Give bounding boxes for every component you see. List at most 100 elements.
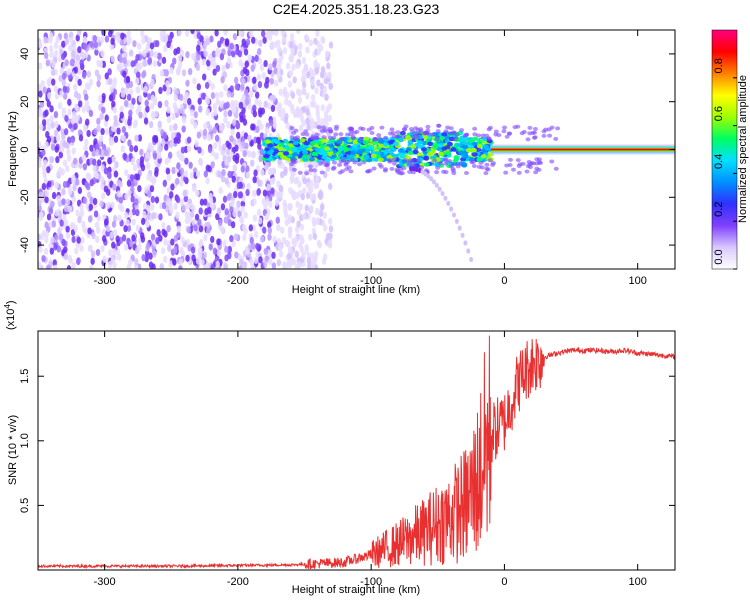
spectrogram-noise-cell: [185, 30, 190, 37]
spectrogram-noise-cell: [186, 226, 192, 234]
spectrogram-noise-cell: [78, 134, 84, 142]
spectrogram-noise-cell: [120, 134, 125, 142]
spectrogram-noise-cell: [96, 80, 101, 88]
spectrogram-noise-cell: [298, 241, 303, 249]
spectrogram-noise-cell: [85, 118, 90, 126]
spectrogram-sideband-cell: [316, 125, 322, 130]
spectrogram-noise-cell: [143, 85, 148, 94]
x-tick-label: 100: [629, 275, 647, 287]
spectrogram-signal-cell: [349, 147, 356, 152]
spectrogram-signal-cell: [292, 140, 299, 146]
spectrogram-sideband-cell: [303, 129, 309, 134]
spectrogram-noise-cell: [315, 104, 320, 112]
spectrogram-sideband-cell: [443, 161, 449, 166]
spectrogram-signal-cell: [346, 154, 353, 160]
spectrogram-noise-cell: [49, 105, 54, 113]
spectrogram-noise-cell: [223, 110, 228, 118]
spectrogram-sideband-cell: [358, 126, 364, 131]
spectrogram-noise-cell: [215, 64, 221, 73]
x-tick-label: 0: [501, 275, 507, 287]
spectrogram-signal-cell: [399, 154, 406, 159]
spectrogram-noise-cell: [68, 31, 74, 39]
spectrogram-noise-cell: [208, 243, 213, 251]
spectrogram-noise-cell: [45, 59, 51, 67]
spectrogram-sideband-cell: [348, 169, 354, 174]
spectrogram-signal-cell: [267, 150, 274, 155]
spectrogram-noise-cell: [168, 260, 173, 268]
spectrogram-noise-cell: [266, 183, 271, 191]
spectrogram-noise-cell: [77, 30, 82, 36]
spectrogram-noise-cell: [109, 85, 114, 93]
spectrogram-noise-cell: [250, 159, 255, 167]
spectrogram-noise-cell: [299, 234, 304, 242]
spectrogram-noise-cell: [288, 225, 293, 234]
spectrogram-signal-cell: [308, 157, 315, 162]
spectrogram-noise-cell: [203, 263, 209, 269]
spectrogram-sideband-cell: [387, 158, 393, 163]
spectrogram-noise-cell: [101, 192, 106, 200]
spectrogram-noise-cell: [50, 121, 55, 129]
spectrogram-noise-cell: [327, 239, 332, 248]
spectrogram-noise-cell: [171, 166, 176, 175]
spectrogram-noise-cell: [46, 166, 51, 174]
spectrogram-noise-cell: [112, 229, 118, 237]
spectrogram-noise-cell: [189, 210, 195, 218]
spectrogram-noise-cell: [173, 234, 179, 243]
spectrogram-noise-cell: [194, 140, 199, 148]
spectrogram-noise-cell: [176, 67, 181, 75]
spectrogram-noise-cell: [205, 177, 210, 185]
spectrogram-sideband-cell: [435, 165, 441, 170]
spectrogram-noise-cell: [255, 125, 260, 133]
spectrogram-noise-cell: [245, 188, 250, 197]
spectrogram-noise-cell: [256, 208, 262, 217]
spectrogram-signal-cell: [267, 143, 274, 148]
spectrogram-noise-cell: [324, 93, 329, 102]
spectrogram-noise-cell: [292, 76, 297, 84]
spectrogram-noise-cell: [295, 61, 300, 70]
spectrogram-noise-cell: [257, 142, 262, 150]
spectrogram-noise-cell: [169, 206, 174, 214]
spectrogram-noise-cell: [302, 212, 307, 221]
spectrogram-noise-cell: [245, 69, 250, 77]
spectrogram-noise-cell: [135, 62, 140, 71]
spectrogram-sideband-cell: [289, 126, 295, 131]
spectrogram-noise-cell: [109, 231, 114, 239]
spectrogram-noise-cell: [61, 188, 66, 196]
spectrogram-noise-cell: [64, 37, 70, 46]
spectrogram-sideband-cell: [547, 133, 553, 138]
spectrogram-noise-cell: [122, 152, 127, 160]
spectrogram-noise-cell: [56, 195, 61, 203]
spectrogram-noise-cell: [212, 247, 218, 255]
spectrogram-noise-cell: [265, 76, 270, 84]
spectrogram-noise-cell: [207, 54, 213, 62]
spectrogram-trail-cell: [446, 200, 451, 207]
spectrogram-noise-cell: [89, 144, 94, 152]
spectrogram-noise-cell: [227, 245, 232, 253]
y-tick-label: 40: [19, 48, 31, 60]
spectrogram-sideband-cell: [527, 165, 533, 170]
colorbar-gradient: [711, 29, 738, 270]
spectrogram-noise-cell: [108, 94, 114, 102]
spectrogram-noise-cell: [223, 263, 228, 269]
spectrogram-noise-cell: [253, 230, 259, 239]
spectrogram-noise-cell: [127, 118, 132, 127]
spectrogram-noise-cell: [229, 234, 234, 243]
spectrogram-sideband-cell: [369, 130, 375, 135]
spectrogram-signal-cell: [292, 152, 299, 157]
spectrogram-noise-cell: [171, 113, 176, 121]
spectrogram-noise-cell: [303, 63, 309, 71]
spectrogram-noise-cell: [131, 234, 136, 242]
spectrogram-noise-cell: [89, 179, 94, 187]
spectrogram-noise-cell: [75, 54, 81, 62]
spectrogram-noise-cell: [38, 147, 41, 155]
spectrogram-noise-cell: [195, 63, 201, 72]
spectrogram-noise-cell: [248, 30, 254, 38]
spectrogram-sideband-cell: [291, 130, 297, 135]
spectrogram-noise-cell: [142, 202, 148, 210]
spectrogram-noise-cell: [39, 100, 45, 108]
spectrogram-signal-cell: [446, 141, 453, 147]
spectrogram-noise-cell: [49, 156, 55, 164]
spectrogram-noise-cell: [90, 257, 95, 265]
spectrogram-noise-cell: [184, 217, 190, 225]
spectrogram-noise-cell: [311, 193, 317, 201]
